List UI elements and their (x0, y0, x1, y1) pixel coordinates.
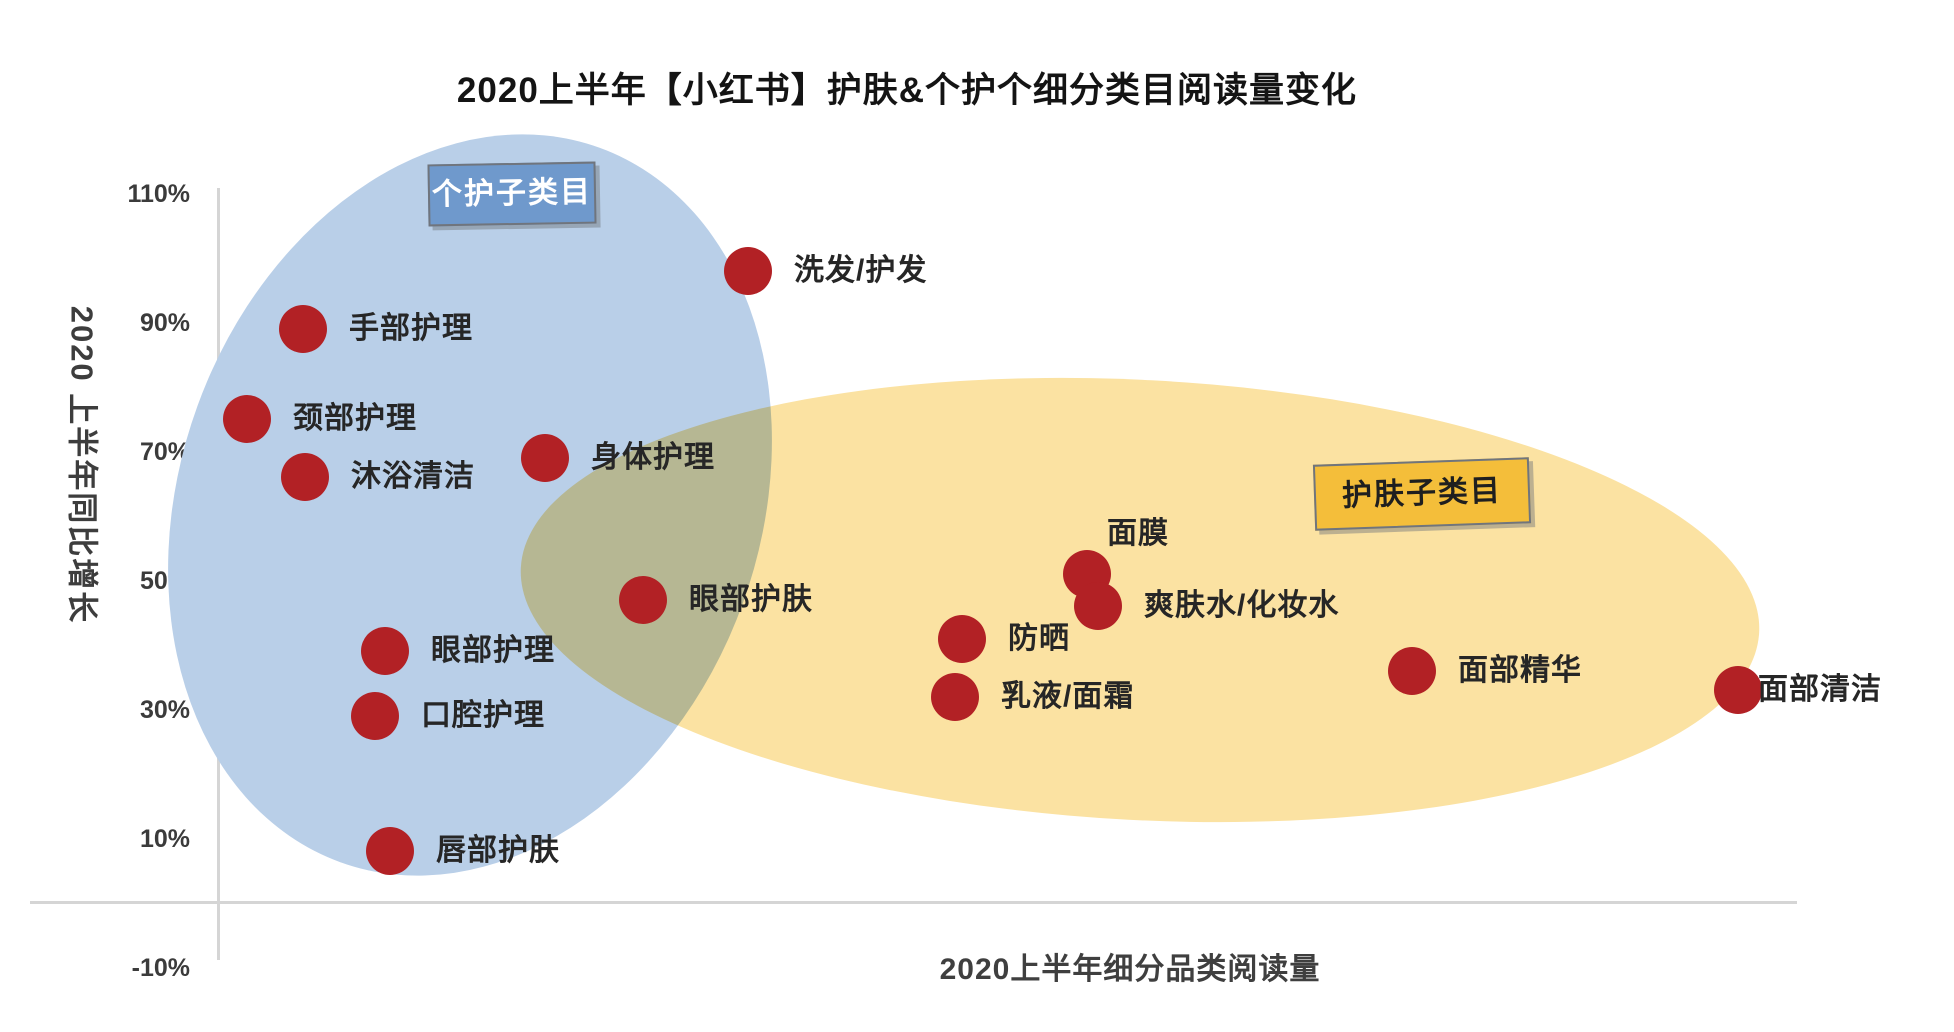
data-point-dot (1714, 666, 1762, 715)
data-point-label: 防晒 (1008, 621, 1070, 655)
data-point-dot (521, 433, 569, 482)
data-point-label: 乳液/面霜 (1001, 679, 1135, 713)
data-point-label: 手部护理 (349, 311, 473, 345)
data-point-dot (619, 575, 667, 624)
data-point-label: 面部精华 (1458, 653, 1582, 687)
data-point-label: 眼部护理 (431, 634, 555, 668)
data-point-dot (281, 453, 329, 502)
y-tick-label: 110% (127, 179, 190, 208)
data-point-dot (931, 672, 979, 721)
data-point-label: 口腔护理 (421, 698, 545, 732)
x-axis-title: 2020上半年细分品类阅读量 (939, 953, 1321, 986)
data-point-dot (938, 614, 986, 663)
chart-title: 2020上半年【小红书】护肤&个护个细分类目阅读量变化 (456, 71, 1358, 110)
y-tick-label: 10% (139, 824, 190, 853)
data-point-dot (724, 246, 772, 295)
data-point-dot (1388, 646, 1436, 695)
data-point-label: 爽肤水/化妆水 (1144, 589, 1340, 623)
data-point-dot (361, 627, 409, 676)
y-tick-label: 90% (139, 308, 190, 337)
y-tick-label: 30% (139, 695, 190, 724)
data-point-dot (223, 395, 271, 444)
data-point-dot (279, 304, 327, 353)
data-point-label: 面部清洁 (1758, 673, 1882, 707)
y-tick-label: -10% (131, 953, 190, 982)
data-point-label: 唇部护肤 (436, 834, 560, 868)
data-point-dot (351, 691, 399, 740)
data-point-label: 眼部护肤 (689, 582, 813, 616)
data-point-label: 面膜 (1107, 517, 1169, 551)
data-point-dot (1074, 582, 1122, 631)
data-point-label: 沐浴清洁 (351, 460, 475, 494)
data-point-label: 身体护理 (591, 440, 715, 474)
x-axis-line (30, 901, 1797, 904)
data-point-label: 洗发/护发 (794, 253, 928, 287)
data-point-label: 颈部护理 (293, 402, 417, 436)
data-point-dot (366, 827, 414, 876)
